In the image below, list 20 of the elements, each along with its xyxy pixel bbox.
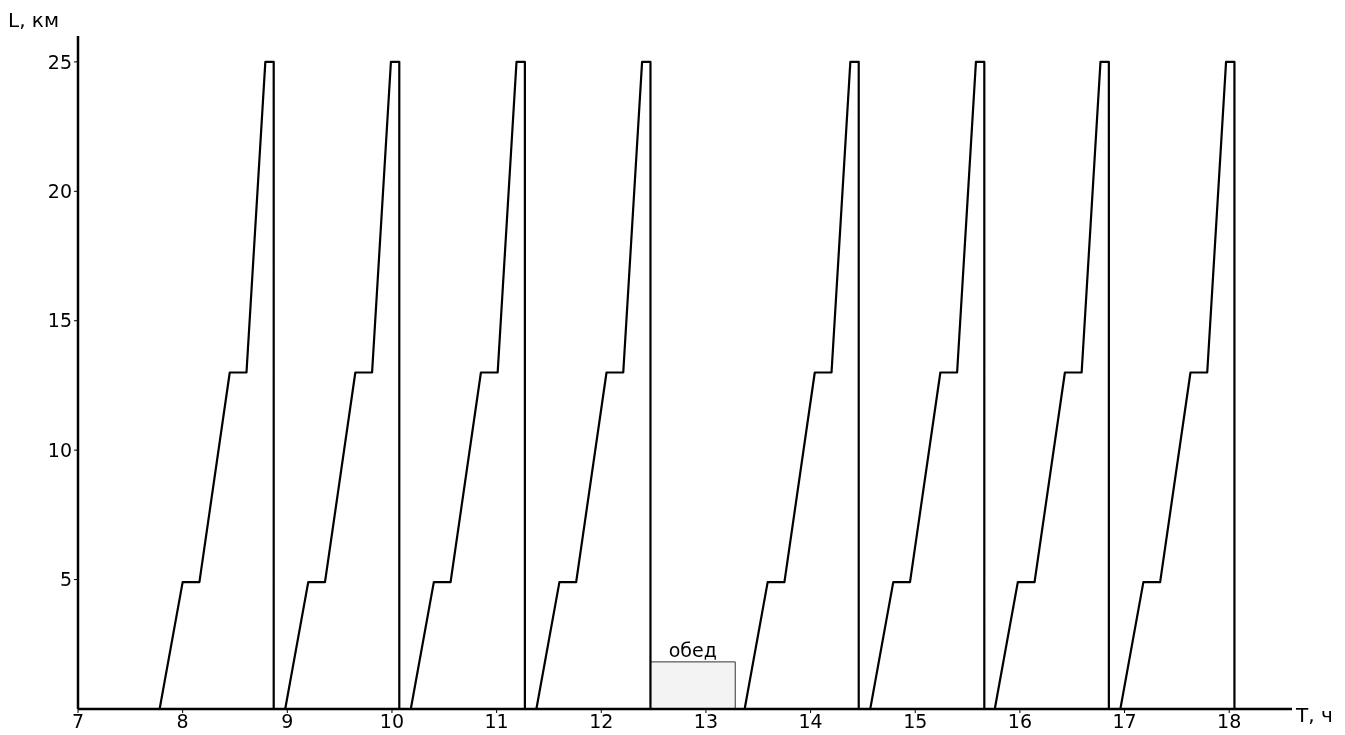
x-tick-label: 16 [1007, 710, 1032, 733]
y-tick-label: 5 [59, 568, 72, 591]
x-tick-label: 14 [798, 710, 823, 733]
y-tick-label: 15 [47, 309, 72, 332]
y-tick-label: 10 [47, 438, 72, 461]
y-axis-title: L, км [8, 8, 60, 32]
x-tick-label: 7 [71, 710, 85, 733]
y-tick-label: 20 [47, 180, 72, 203]
x-tick-label: 9 [281, 710, 294, 733]
x-tick-label: 10 [379, 710, 405, 733]
x-tick-label: 8 [176, 710, 189, 733]
x-axis-title: T, ч [1296, 703, 1333, 727]
x-tick-label: 11 [484, 710, 509, 733]
x-tick-label: 15 [903, 710, 928, 733]
x-tick-label: 18 [1217, 710, 1242, 733]
band-label: обед [668, 638, 717, 661]
x-tick-label: 13 [693, 710, 719, 733]
x-tick-label: 12 [589, 710, 614, 733]
y-tick-label: 25 [47, 50, 72, 73]
x-tick-label: 17 [1112, 710, 1137, 733]
